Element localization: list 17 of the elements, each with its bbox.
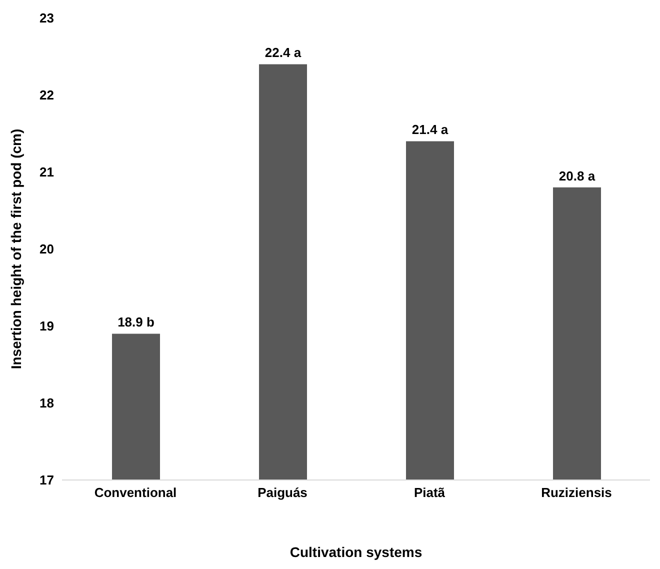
y-tick-label: 23 <box>40 10 54 26</box>
data-label: 20.8 a <box>558 168 596 184</box>
x-tick-label: Paiguás <box>258 485 308 500</box>
y-tick-label: 19 <box>40 318 54 334</box>
data-label: 22.4 a <box>264 45 302 60</box>
x-tick-label: Conventional <box>94 485 177 500</box>
x-axis-title: Cultivation systems <box>290 544 422 560</box>
data-label: 18.9 b <box>118 314 154 330</box>
y-tick-label: 17 <box>40 472 54 488</box>
y-tick-label: 20 <box>40 242 54 257</box>
y-axis-title: Insertion height of the first pod (cm) <box>8 128 24 370</box>
x-tick-label: Ruziziensis <box>541 485 612 500</box>
data-label: 21.4 a <box>412 122 449 138</box>
y-tick-label: 21 <box>40 164 54 180</box>
y-tick-label: 22 <box>40 88 54 103</box>
x-tick-label: Piatã <box>414 485 446 500</box>
y-tick-label: 18 <box>40 396 54 411</box>
